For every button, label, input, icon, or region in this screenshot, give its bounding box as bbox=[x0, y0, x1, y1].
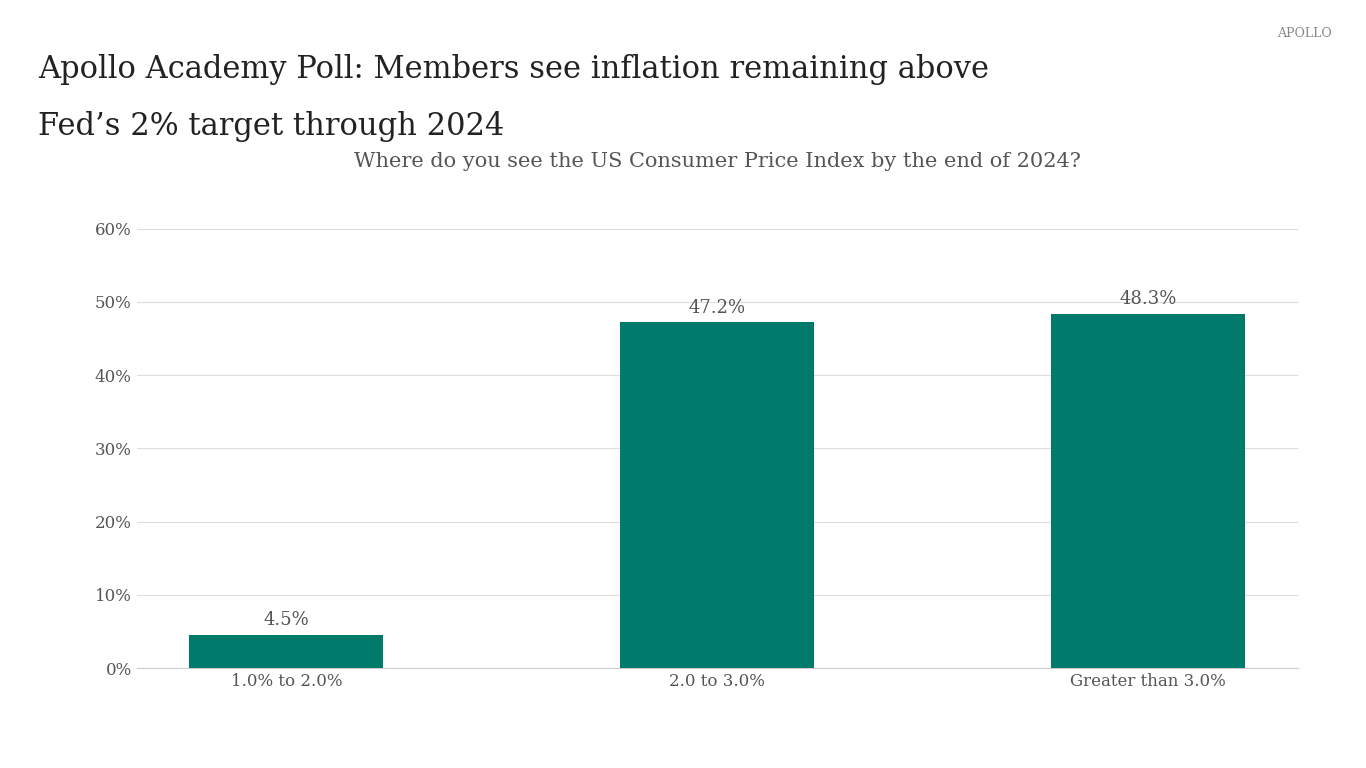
Text: Fed’s 2% target through 2024: Fed’s 2% target through 2024 bbox=[38, 111, 504, 142]
Bar bbox=[190, 635, 384, 668]
Text: 47.2%: 47.2% bbox=[688, 299, 746, 316]
Text: Apollo Academy Poll: Members see inflation remaining above: Apollo Academy Poll: Members see inflati… bbox=[38, 54, 989, 84]
Title: Where do you see the US Consumer Price Index by the end of 2024?: Where do you see the US Consumer Price I… bbox=[354, 152, 1081, 171]
Text: APOLLO: APOLLO bbox=[1277, 27, 1332, 40]
Text: 4.5%: 4.5% bbox=[264, 611, 309, 629]
Text: 48.3%: 48.3% bbox=[1119, 290, 1176, 309]
Bar bbox=[620, 323, 814, 668]
Bar bbox=[1050, 314, 1244, 668]
